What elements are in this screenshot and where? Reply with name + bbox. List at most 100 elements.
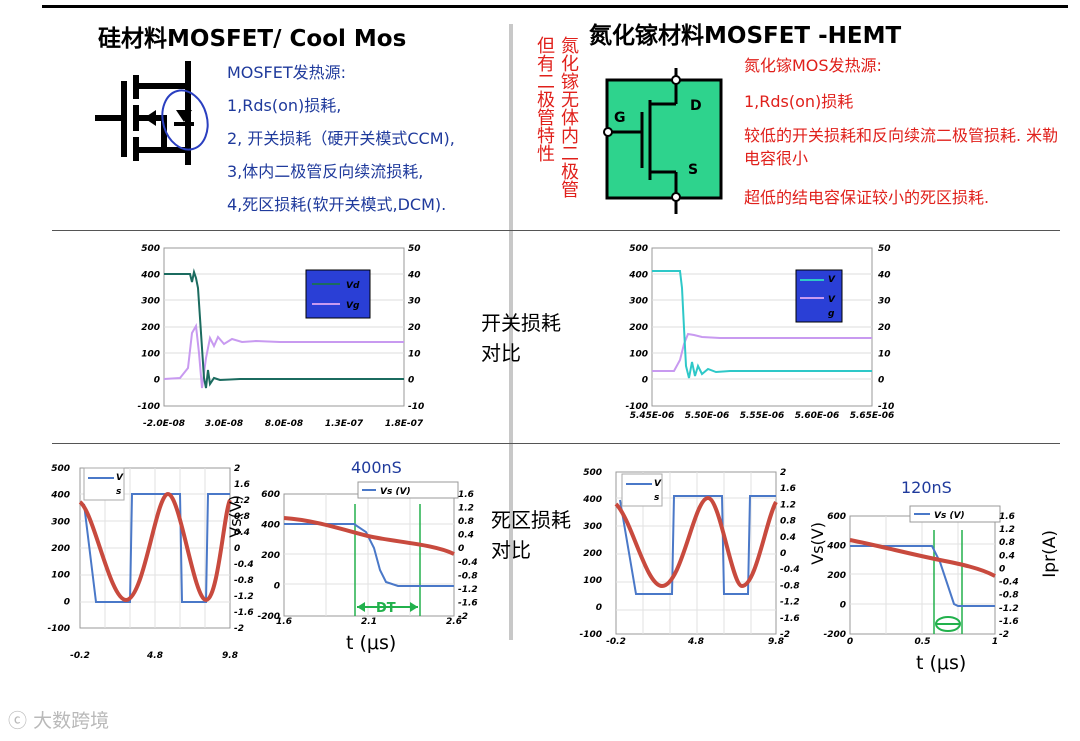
section-divider-2 bbox=[52, 443, 1060, 444]
yright-ticks-tick: -1.6 bbox=[999, 617, 1019, 627]
yright-ticks-tick: 0.8 bbox=[780, 517, 796, 527]
yleft-ticks-tick: -200 bbox=[257, 612, 280, 622]
ipr-axis-label: Ipr(A) bbox=[1040, 530, 1060, 578]
yleft-ticks-tick: 100 bbox=[51, 571, 70, 581]
yright-ticks-tick: 40 bbox=[877, 270, 891, 280]
t-axis-label: t (μs) bbox=[346, 632, 397, 654]
yleft-ticks-tick: 0 bbox=[642, 376, 648, 386]
right-heat-item: 超低的结电容保证较小的死区损耗. bbox=[744, 188, 990, 207]
legend-s: s bbox=[116, 487, 122, 497]
yleft-ticks-tick: -200 bbox=[823, 630, 846, 640]
yright-ticks-tick: -2 bbox=[458, 612, 468, 622]
right-title: 氮化镓材料MOSFET -HEMT bbox=[589, 23, 902, 49]
yright-ticks-tick: 0 bbox=[878, 376, 884, 386]
yleft-ticks-tick: -100 bbox=[137, 402, 160, 412]
gan-note-col2: 但有二极管特性 bbox=[534, 36, 555, 162]
yright-ticks-tick: 2 bbox=[234, 464, 240, 474]
x-ticks-tick: 1.8E-07 bbox=[385, 419, 424, 429]
yright-ticks-tick: 50 bbox=[408, 244, 421, 254]
yleft-ticks-tick: 200 bbox=[827, 571, 846, 581]
legend-vg: Vg bbox=[346, 301, 360, 311]
yleft-ticks-tick: -100 bbox=[47, 624, 70, 634]
right-heat-item: 较低的开关损耗和反向续流二极管损耗. 米勒电容很小 bbox=[744, 126, 1059, 168]
yleft-ticks-tick: 600 bbox=[827, 512, 846, 522]
gan-dead-full-chart: V s 500 400 300 200 100 0 -100 2 1.6 1.2 0.8 0.4 0 -0… bbox=[579, 468, 800, 647]
left-heat-title: MOSFET发热源: bbox=[227, 63, 347, 82]
yright-ticks-tick: 0 bbox=[408, 376, 414, 386]
yleft-ticks-tick: 300 bbox=[141, 297, 160, 307]
source-pin-label: S bbox=[688, 162, 698, 178]
yright-ticks-tick: -0.4 bbox=[999, 578, 1019, 588]
yright-ticks-tick: -1.6 bbox=[780, 614, 800, 624]
yright-ticks-tick: -1.2 bbox=[458, 585, 478, 595]
yleft-ticks-tick: 200 bbox=[141, 323, 160, 333]
yright-ticks-tick: 30 bbox=[878, 297, 891, 307]
gan-dead-zoom-chart: Vs (V) 6004002000-2001.61.20.80.40-0.4-0… bbox=[823, 505, 1019, 647]
yright-ticks-tick: 0.4 bbox=[999, 551, 1015, 561]
yleft-ticks-tick: 300 bbox=[51, 517, 70, 527]
gan-hemt-symbol-icon: G D S bbox=[603, 68, 723, 214]
gan-note-col1: 氮化镓无体内二极管 bbox=[558, 36, 579, 198]
switch-loss-label: 开关损耗对比 bbox=[481, 311, 561, 365]
left-heat-item: 3,体内二极管反向续流损耗, bbox=[227, 162, 424, 181]
x-ticks-tick: 0 bbox=[847, 637, 853, 647]
yleft-ticks-tick: 0 bbox=[274, 582, 280, 592]
yleft-ticks-tick: 500 bbox=[629, 244, 648, 254]
yright-ticks-tick: -0.8 bbox=[458, 571, 478, 581]
mosfet-symbol-icon bbox=[95, 61, 209, 165]
yleft-ticks-tick: 0 bbox=[154, 376, 160, 386]
yleft-ticks-tick: 400 bbox=[140, 270, 160, 280]
legend-vd: Vd bbox=[346, 281, 360, 291]
x-ticks-tick: -0.2 bbox=[70, 651, 90, 661]
yright-ticks-tick: 1.6 bbox=[234, 480, 250, 490]
yleft-ticks-tick: 400 bbox=[260, 521, 280, 531]
t-axis-label-gan: t (μs) bbox=[916, 652, 967, 674]
yright-ticks-tick: 0.4 bbox=[780, 533, 796, 543]
watermark-text: 大数跨境 bbox=[33, 710, 110, 732]
yright-ticks-tick: 1.2 bbox=[458, 504, 474, 514]
yright-ticks-tick: -1.6 bbox=[234, 608, 254, 618]
yright-ticks-tick: 0.8 bbox=[234, 512, 250, 522]
x-ticks-tick: 5.50E-06 bbox=[685, 411, 730, 421]
vs-axis-label-gan: Vs(V) bbox=[808, 522, 827, 565]
yright-ticks-tick: -10 bbox=[408, 402, 424, 412]
x-ticks-tick: 1.3E-07 bbox=[325, 419, 364, 429]
drain-pin-label: D bbox=[690, 98, 702, 114]
x-ticks-tick: 3.0E-08 bbox=[205, 419, 243, 429]
yleft-ticks-tick: 500 bbox=[583, 468, 602, 478]
x-ticks-tick: 9.8 bbox=[768, 637, 784, 647]
x-ticks-tick: 2.6 bbox=[446, 617, 462, 627]
yright-ticks-tick: -1.2 bbox=[234, 592, 254, 602]
right-heat-item: 1,Rds(on)损耗 bbox=[744, 92, 854, 111]
yright-ticks-tick: 1.6 bbox=[780, 484, 796, 494]
dt-400ns-label: 400nS bbox=[351, 458, 402, 477]
dt-marker: DT bbox=[376, 601, 396, 616]
x-ticks-tick: -0.2 bbox=[606, 637, 626, 647]
x-ticks-tick: 5.60E-06 bbox=[795, 411, 840, 421]
dt-120ns-label: 120nS bbox=[901, 478, 952, 497]
left-title: 硅材料MOSFET/ Cool Mos bbox=[98, 26, 407, 52]
yright-ticks-tick: 2 bbox=[780, 468, 786, 478]
yright-ticks-tick: -2 bbox=[999, 630, 1009, 640]
yleft-ticks-tick: -100 bbox=[579, 630, 602, 640]
yleft-ticks-tick: 400 bbox=[50, 491, 70, 501]
x-ticks-tick: 9.8 bbox=[222, 651, 238, 661]
yright-ticks-tick: 1.2 bbox=[234, 496, 250, 506]
x-ticks-tick: 2.1 bbox=[361, 617, 377, 627]
legend-v2: V bbox=[828, 295, 836, 305]
yright-ticks-tick: 0 bbox=[458, 544, 464, 554]
yleft-ticks-tick: -100 bbox=[625, 402, 648, 412]
yright-ticks-tick: -0.8 bbox=[999, 591, 1019, 601]
yleft-ticks-tick: 100 bbox=[141, 349, 160, 359]
yright-ticks-tick: 40 bbox=[407, 270, 421, 280]
yleft-ticks-tick: 0 bbox=[840, 601, 846, 611]
x-ticks-tick: 5.65E-06 bbox=[850, 411, 895, 421]
si-switch-chart: Vd Vg 5004003002001000-10050403020100-10… bbox=[137, 244, 424, 429]
yright-ticks-tick: -2 bbox=[780, 630, 790, 640]
watermark: ⓒ 大数跨境 bbox=[8, 706, 109, 733]
si-dead-full-chart: V s 500 400 300 200 100 0 -100 2 1.6 1.2 0.8 0.4 0 -0… bbox=[47, 464, 254, 661]
left-heat-item: 1,Rds(on)损耗, bbox=[227, 96, 342, 115]
yright-ticks-tick: 10 bbox=[408, 349, 421, 359]
watermark-logo-icon: ⓒ bbox=[8, 710, 28, 732]
yright-ticks-tick: 20 bbox=[878, 323, 891, 333]
